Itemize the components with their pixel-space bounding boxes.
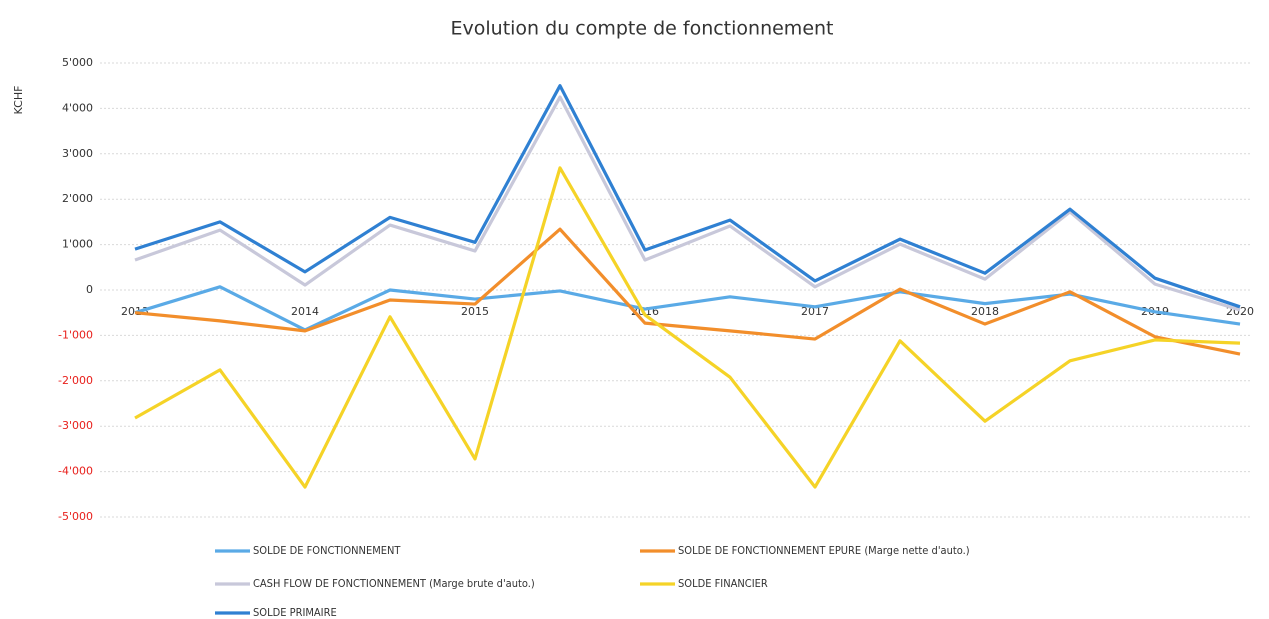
- legend-label: SOLDE DE FONCTIONNEMENT: [253, 544, 401, 557]
- legend-label: SOLDE FINANCIER: [678, 577, 768, 590]
- y-tick-label: 0: [86, 283, 93, 296]
- y-tick-label: 4'000: [62, 101, 93, 114]
- y-tick-label: 3'000: [62, 147, 93, 160]
- y-tick-label: -4'000: [58, 465, 93, 478]
- series-line: [134, 95, 1241, 312]
- legend-label: SOLDE DE FONCTIONNEMENT EPURE (Marge net…: [678, 544, 970, 557]
- legend-label: SOLDE PRIMAIRE: [253, 606, 337, 619]
- y-tick-label: -2'000: [58, 374, 93, 387]
- series-line: [134, 84, 1241, 309]
- series-line: [134, 227, 1241, 356]
- legend-label: CASH FLOW DE FONCTIONNEMENT (Marge brute…: [253, 577, 535, 590]
- y-tick-label: -5'000: [58, 510, 93, 523]
- y-axis-label: KCHF: [12, 86, 25, 115]
- y-tick-label: 5'000: [62, 56, 93, 69]
- x-tick-label: 2014: [291, 305, 319, 318]
- series-line: [134, 166, 1241, 489]
- y-tick-label: 1'000: [62, 238, 93, 251]
- y-tick-label: 2'000: [62, 192, 93, 205]
- x-tick-label: 2018: [971, 305, 999, 318]
- y-tick-label: -1'000: [58, 328, 93, 341]
- x-tick-label: 2015: [461, 305, 489, 318]
- x-tick-label: 2017: [801, 305, 829, 318]
- chart-title: Evolution du compte de fonctionnement: [451, 18, 834, 40]
- y-tick-label: -3'000: [58, 419, 93, 432]
